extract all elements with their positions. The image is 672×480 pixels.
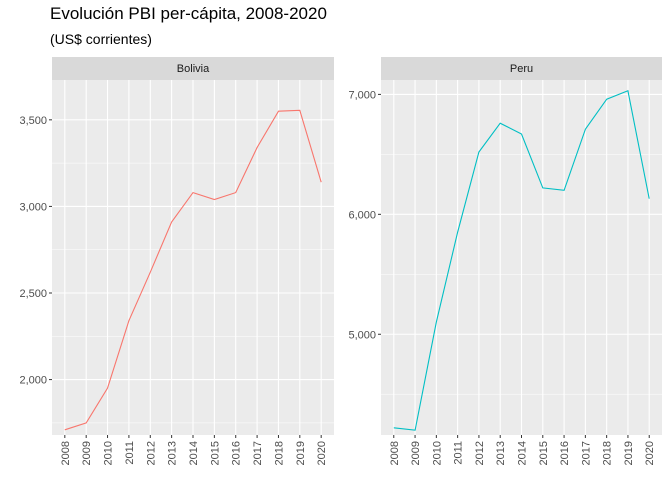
x-tick-label: 2020 (644, 441, 656, 465)
x-tick-label: 2015 (538, 441, 550, 465)
y-tick-label: 6,000 (348, 209, 376, 221)
x-tick-label: 2013 (167, 441, 179, 465)
x-tick-label: 2018 (273, 441, 285, 465)
y-tick-label: 3,000 (19, 201, 47, 213)
x-tick-label: 2016 (231, 441, 243, 465)
x-tick-label: 2009 (410, 441, 422, 465)
chart-title: Evolución PBI per-cápita, 2008-2020 (50, 4, 327, 23)
x-tick-label: 2009 (81, 441, 93, 465)
facet-label-bolivia: Bolivia (177, 63, 210, 75)
facet-label-peru: Peru (510, 63, 533, 75)
x-tick-label: 2012 (474, 441, 486, 465)
x-tick-label: 2019 (295, 441, 307, 465)
x-tick-label: 2020 (316, 441, 328, 465)
x-tick-label: 2010 (431, 441, 443, 465)
x-tick-label: 2015 (209, 441, 221, 465)
x-tick-label: 2008 (389, 441, 401, 465)
series-line-bolivia (64, 109, 322, 431)
y-tick-label: 2,500 (19, 288, 47, 300)
x-tick-label: 2012 (145, 441, 157, 465)
x-tick-label: 2017 (580, 441, 592, 465)
y-tick-label: 7,000 (348, 89, 376, 101)
x-tick-label: 2014 (517, 441, 529, 465)
series-line-peru (393, 90, 650, 431)
x-tick-label: 2017 (252, 441, 264, 465)
chart-subtitle: (US$ corrientes) (50, 31, 152, 47)
x-tick-label: 2019 (623, 441, 635, 465)
x-tick-label: 2011 (453, 441, 465, 465)
facet-strip-peru (381, 57, 662, 80)
facet-strip-bolivia (52, 57, 334, 80)
x-tick-label: 2014 (188, 441, 200, 465)
x-tick-label: 2010 (103, 441, 115, 465)
y-tick-label: 3,500 (19, 115, 47, 127)
x-tick-label: 2013 (495, 441, 507, 465)
x-tick-label: 2011 (124, 441, 136, 465)
y-tick-label: 5,000 (348, 329, 376, 341)
x-tick-label: 2008 (60, 441, 72, 465)
x-tick-label: 2016 (559, 441, 571, 465)
x-tick-label: 2018 (602, 441, 614, 465)
y-tick-label: 2,000 (19, 375, 47, 387)
